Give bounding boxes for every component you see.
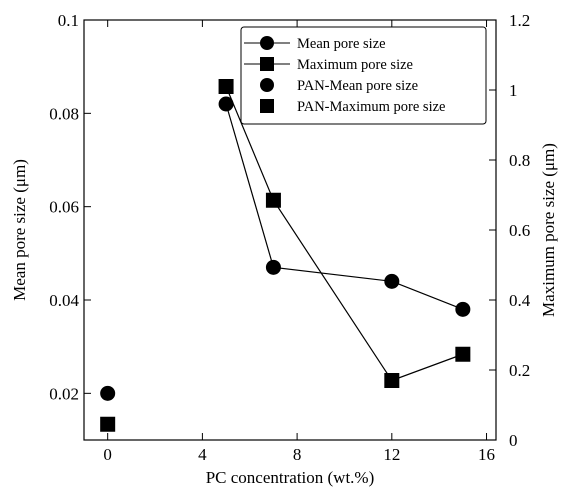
point-mean-pore-size [455,301,471,317]
y-tick-label: 0.06 [49,198,79,217]
point-maximum-pore-size [265,192,281,208]
legend-marker-pan-mean [260,78,274,92]
legend-marker-pan-max [260,99,274,113]
y-axis-label: Mean pore size (μm) [10,159,29,301]
series-line-maximum-pore-size [225,86,464,382]
y-tick-label: 0.02 [49,384,79,403]
series-line-mean-pore-size [225,103,464,310]
legend-label-max: Maximum pore size [297,57,413,73]
point-maximum-pore-size [384,373,400,388]
x-tick-label: 16 [478,445,495,464]
y-tick-label: 0.08 [49,104,79,123]
legend-marker-max [260,57,274,71]
point-mean-pore-size [384,273,400,289]
legend-label-mean: Mean pore size [297,36,386,52]
x-axis-label: PC concentration (wt.%) [206,468,375,487]
point-mean-pore-size [265,259,281,275]
legend-box [240,26,487,125]
point-pan-maximum-pore-size [100,416,116,432]
y2-axis-label: Maximum pore size (μm) [539,143,558,317]
legend: Mean pore size Maximum pore size PAN-Mea… [240,26,487,125]
point-maximum-pore-size [455,346,471,362]
y2-tick-label: 1 [509,81,518,100]
y2-tick-label: 0.6 [509,221,530,240]
y2-tick-label: 1.2 [509,11,530,30]
legend-label-pan-mean: PAN-Mean pore size [297,78,418,94]
x-tick-label: 8 [293,445,302,464]
y2-tick-label: 0.8 [509,151,530,170]
legend-label-pan-max: PAN-Maximum pore size [297,99,445,115]
x-tick-label: 12 [383,445,400,464]
point-maximum-pore-size [218,79,234,94]
point-pan-mean-pore-size [100,385,116,401]
y2-tick-label: 0.2 [509,361,530,380]
y2-tick-label: 0.4 [509,291,531,310]
legend-marker-mean [260,36,274,50]
y-tick-label: 0.04 [49,291,79,310]
x-tick-label: 4 [198,445,207,464]
x-tick-label: 0 [103,445,112,464]
point-mean-pore-size [218,96,234,112]
y2-tick-label: 0 [509,431,518,450]
y-tick-label: 0.1 [58,11,79,30]
